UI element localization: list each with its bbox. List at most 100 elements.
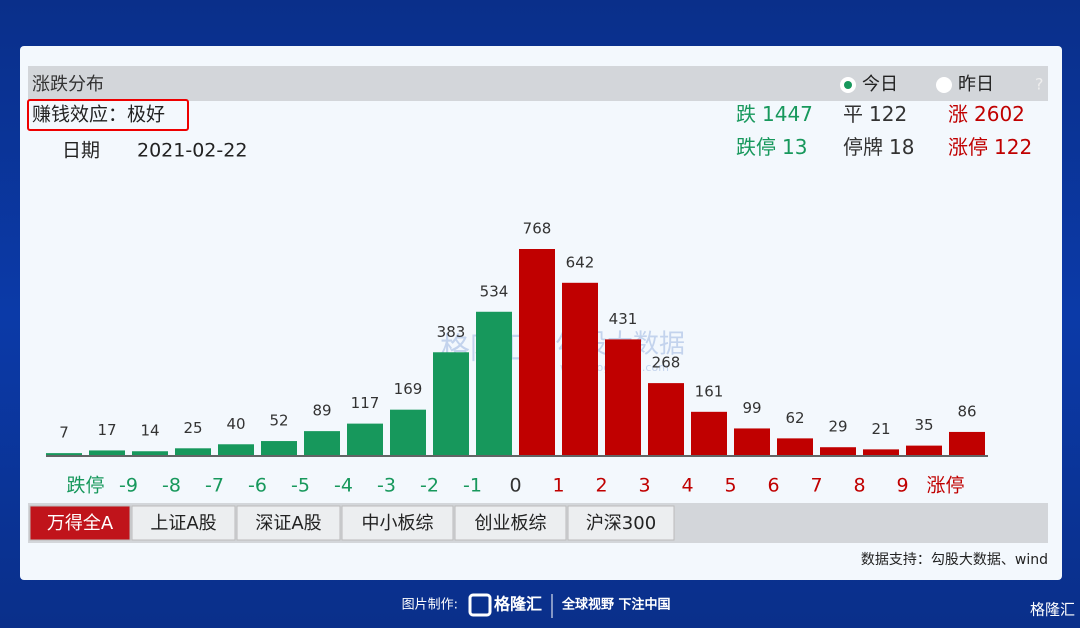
bar xyxy=(347,423,383,455)
x-label: -7 xyxy=(205,475,224,497)
tab[interactable] xyxy=(236,505,341,541)
bar xyxy=(734,428,770,455)
value-label: 7 xyxy=(59,424,69,442)
stat-label: 平 xyxy=(843,102,863,126)
bar xyxy=(476,311,512,455)
x-label: -8 xyxy=(162,475,181,497)
value-label: 25 xyxy=(183,419,202,437)
x-label: -1 xyxy=(463,475,482,497)
bar xyxy=(175,448,211,455)
x-label: 4 xyxy=(681,475,693,497)
made-by: 图片制作: xyxy=(402,598,458,613)
stat: 停牌 18 xyxy=(843,135,914,159)
logo xyxy=(468,593,492,617)
bar xyxy=(132,451,168,455)
brand-corner: 格隆汇 xyxy=(1030,601,1075,619)
effect: 赚钱效应：极好 xyxy=(32,104,165,126)
value-label: 62 xyxy=(785,409,804,427)
bar xyxy=(433,352,469,455)
stat-label: 停牌 xyxy=(843,135,883,159)
tab[interactable] xyxy=(454,505,567,541)
stat: 涨 2602 xyxy=(948,102,1025,126)
help[interactable]: ? xyxy=(1035,75,1044,94)
header-bar xyxy=(28,66,1048,101)
tab-label[interactable]: 沪深300 xyxy=(586,513,656,534)
date-label: 日期 xyxy=(62,140,100,162)
x-label: 跌停 xyxy=(66,475,104,497)
bar xyxy=(605,339,641,455)
value-label: 169 xyxy=(394,380,423,398)
x-label: -4 xyxy=(334,475,353,497)
value-label: 52 xyxy=(269,412,288,430)
stat: 跌 1447 xyxy=(736,102,813,126)
tab-label[interactable]: 创业板综 xyxy=(475,513,547,534)
value-label: 431 xyxy=(609,310,638,328)
stat-label: 跌 xyxy=(736,102,756,126)
x-label: -9 xyxy=(119,475,138,497)
value-label: 86 xyxy=(957,402,976,420)
radio[interactable] xyxy=(936,77,952,93)
radio-dot xyxy=(844,81,852,89)
x-label: 7 xyxy=(810,475,822,497)
x-label: 涨停 xyxy=(926,475,964,497)
bar xyxy=(863,449,899,455)
value-label: 117 xyxy=(351,394,380,412)
x-label: -3 xyxy=(377,475,396,497)
stat-label: 跌停 xyxy=(736,135,776,159)
option[interactable]: 今日 xyxy=(862,74,898,95)
bar xyxy=(820,447,856,455)
value-label: 21 xyxy=(871,420,890,438)
tab[interactable] xyxy=(341,505,454,541)
tab[interactable] xyxy=(131,505,236,541)
bar xyxy=(562,282,598,455)
tab-label[interactable]: 深证A股 xyxy=(255,513,321,534)
tab[interactable] xyxy=(567,505,675,541)
stat-value: 122 xyxy=(869,102,907,126)
x-label: 9 xyxy=(896,475,908,497)
bar xyxy=(304,431,340,455)
bar xyxy=(691,411,727,455)
value-label: 17 xyxy=(97,421,116,439)
option[interactable]: 昨日 xyxy=(958,74,994,95)
tab-label[interactable]: 中小板综 xyxy=(362,513,434,534)
x-label: 1 xyxy=(552,475,564,497)
stat-value: 13 xyxy=(782,135,807,159)
stat-value: 1447 xyxy=(762,102,813,126)
stat: 涨停 122 xyxy=(948,135,1032,159)
stat-label: 涨 xyxy=(948,102,968,126)
slogan: 全球视野 下注中国 xyxy=(561,597,671,613)
x-label: -2 xyxy=(420,475,439,497)
stat: 跌停 13 xyxy=(736,135,807,159)
stat-value: 2602 xyxy=(974,102,1025,126)
value-label: 40 xyxy=(226,415,245,433)
bar xyxy=(218,444,254,455)
date: 2021-02-22 xyxy=(137,140,247,162)
value-label: 99 xyxy=(742,399,761,417)
value-label: 268 xyxy=(652,354,681,372)
header-title: 涨跌分布 xyxy=(32,74,104,95)
x-label: 5 xyxy=(724,475,736,497)
x-label: 3 xyxy=(638,475,650,497)
bar xyxy=(949,431,985,455)
x-label: 6 xyxy=(767,475,779,497)
bar xyxy=(648,383,684,455)
source: 数据支持：勾股大数据、wind xyxy=(861,552,1048,568)
bar xyxy=(46,453,82,455)
tab[interactable] xyxy=(29,505,131,541)
tab-label[interactable]: 上证A股 xyxy=(150,513,216,534)
value-label: 29 xyxy=(828,418,847,436)
tab-label[interactable]: 万得全A xyxy=(47,513,114,534)
stat-label: 涨停 xyxy=(948,135,988,159)
x-label: 2 xyxy=(595,475,607,497)
value-label: 35 xyxy=(914,416,933,434)
highlight-box xyxy=(27,99,189,131)
value-label: 642 xyxy=(566,253,595,271)
x-label: 8 xyxy=(853,475,865,497)
stat-value: 18 xyxy=(889,135,914,159)
x-label: 0 xyxy=(509,475,521,497)
bar xyxy=(777,438,813,455)
bar xyxy=(390,409,426,455)
value-label: 383 xyxy=(437,323,466,341)
